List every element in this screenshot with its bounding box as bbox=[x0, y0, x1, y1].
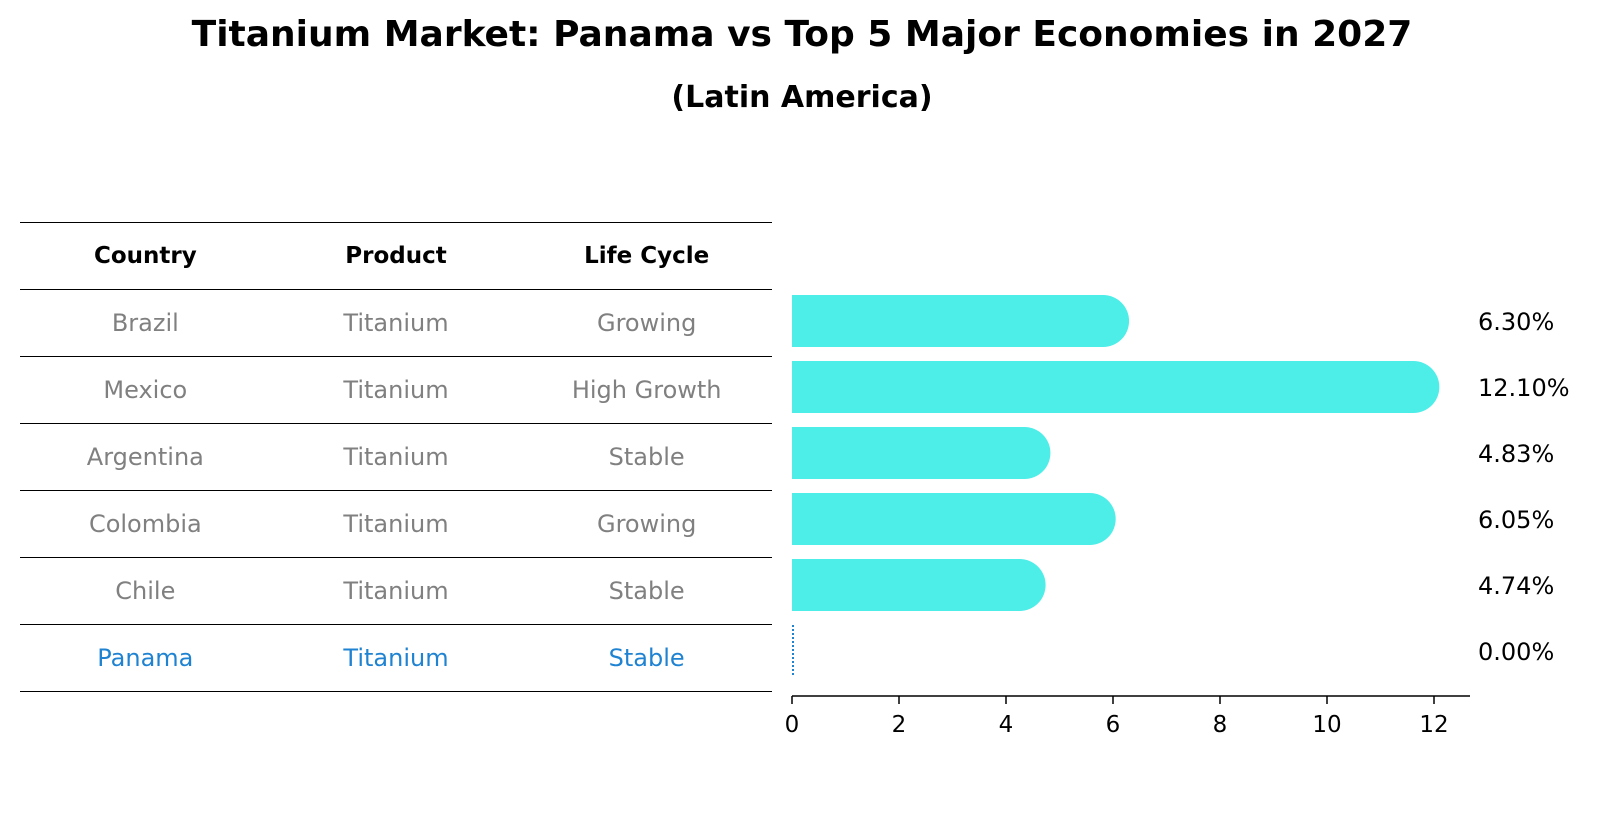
header-country: Country bbox=[93, 243, 197, 269]
cell-life-cycle: Growing bbox=[596, 510, 697, 538]
cell-product: Titanium bbox=[343, 644, 449, 672]
cell-country: Brazil bbox=[111, 309, 179, 337]
header-product: Product bbox=[345, 243, 447, 269]
cell-country: Chile bbox=[115, 577, 176, 605]
value-label-brazil: 6.30% bbox=[1478, 308, 1554, 336]
x-tick-label: 4 bbox=[999, 712, 1014, 738]
cell-product: Titanium bbox=[343, 309, 449, 337]
cell-product: Titanium bbox=[343, 577, 449, 605]
table-row: Mexico Titanium High Growth bbox=[20, 357, 772, 424]
bar-chile bbox=[792, 559, 1046, 611]
bar-brazil bbox=[792, 295, 1130, 347]
cell-life-cycle: Stable bbox=[608, 577, 685, 605]
x-tick-label: 6 bbox=[1106, 712, 1121, 738]
bar-colombia bbox=[792, 493, 1116, 545]
x-tick-label: 12 bbox=[1419, 712, 1448, 738]
bar-mexico bbox=[792, 361, 1440, 413]
chart-subtitle: (Latin America) bbox=[671, 80, 933, 115]
cell-life-cycle: High Growth bbox=[571, 376, 722, 404]
cell-country: Colombia bbox=[88, 510, 202, 538]
cell-country: Mexico bbox=[103, 376, 188, 404]
value-label-mexico: 12.10% bbox=[1478, 374, 1570, 402]
cell-life-cycle: Growing bbox=[596, 309, 697, 337]
cell-life-cycle: Stable bbox=[608, 443, 685, 471]
cell-product: Titanium bbox=[343, 443, 449, 471]
value-label-argentina: 4.83% bbox=[1478, 440, 1554, 468]
chart-title: Titanium Market: Panama vs Top 5 Major E… bbox=[191, 14, 1413, 55]
x-tick-label: 8 bbox=[1213, 712, 1228, 738]
cell-country: Argentina bbox=[86, 443, 204, 471]
header-life-cycle: Life Cycle bbox=[584, 243, 710, 269]
cell-product: Titanium bbox=[343, 376, 449, 404]
table-header-row: Country Product Life Cycle bbox=[20, 222, 772, 290]
x-tick-label: 0 bbox=[785, 712, 800, 738]
x-tick-label: 2 bbox=[892, 712, 907, 738]
value-label-colombia: 6.05% bbox=[1478, 506, 1554, 534]
value-label-panama: 0.00% bbox=[1478, 638, 1554, 666]
market-table: Country Product Life Cycle Brazil Titani… bbox=[20, 222, 772, 692]
table-row: Argentina Titanium Stable bbox=[20, 424, 772, 491]
table-row: Chile Titanium Stable bbox=[20, 558, 772, 625]
table-row: Colombia Titanium Growing bbox=[20, 491, 772, 558]
x-tick-label: 10 bbox=[1312, 712, 1341, 738]
cell-country: Panama bbox=[97, 644, 194, 672]
cell-product: Titanium bbox=[343, 510, 449, 538]
value-label-chile: 4.74% bbox=[1478, 572, 1554, 600]
cell-life-cycle: Stable bbox=[608, 644, 685, 672]
table-row-highlight: Panama Titanium Stable bbox=[20, 625, 772, 692]
table-row: Brazil Titanium Growing bbox=[20, 290, 772, 357]
bar-argentina bbox=[792, 427, 1051, 479]
